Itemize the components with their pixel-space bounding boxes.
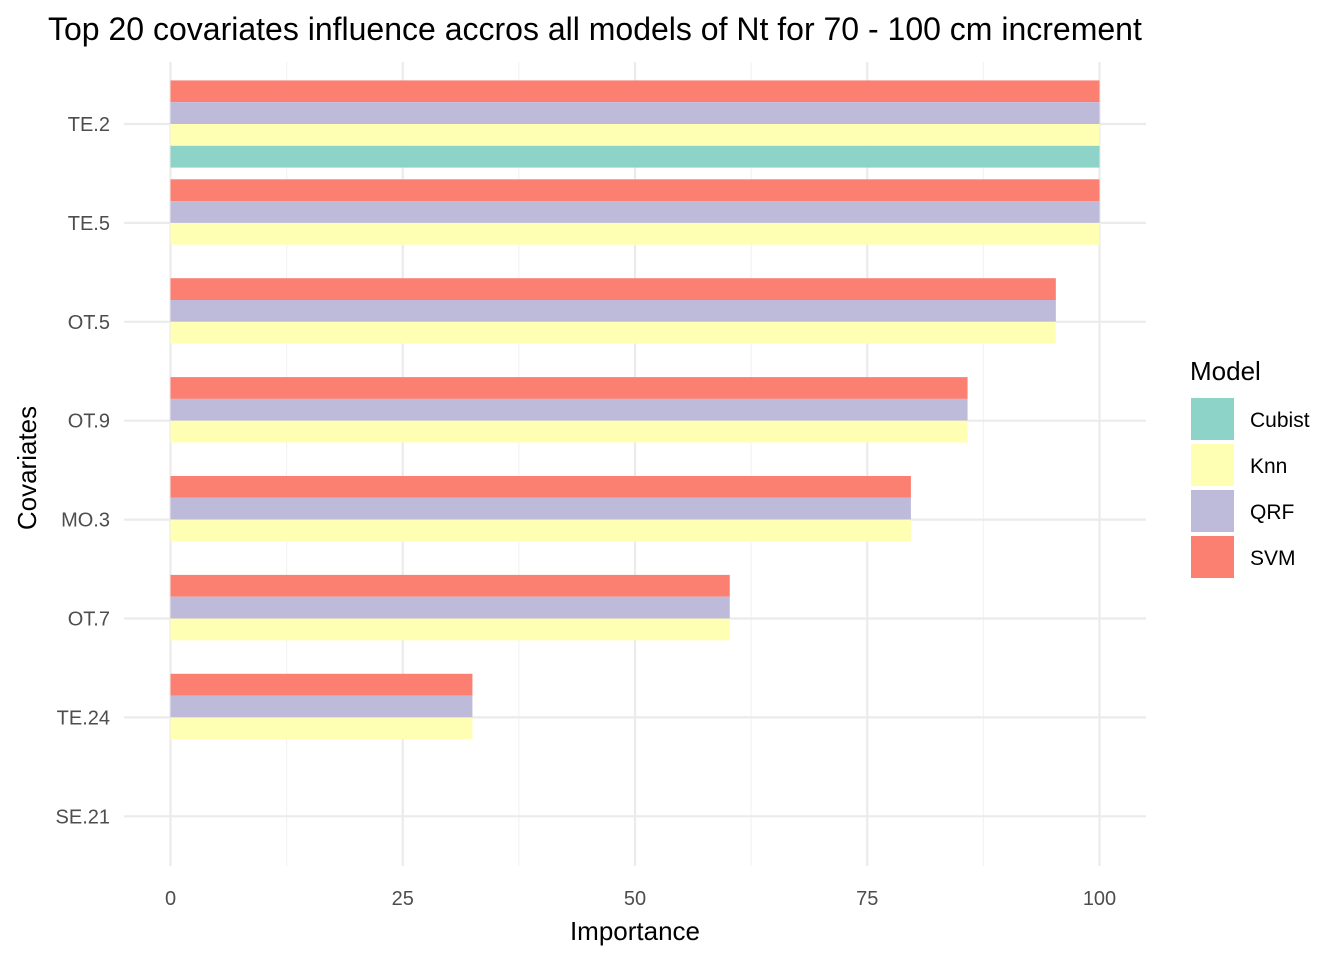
y-tick-label: OT.7 [68,609,110,631]
bar-qrf-ot-7 [170,596,730,619]
chart-title: Top 20 covariates influence accros all m… [48,11,1142,47]
bar-knn-mo-3 [170,519,911,542]
y-axis-title: Covariates [12,406,42,530]
plot-bars [170,80,1100,740]
y-tick-label: TE.24 [57,707,110,729]
bar-svm-te-5 [170,179,1100,202]
x-tick-label: 50 [624,888,646,910]
x-tick-label: 0 [165,888,176,910]
bar-svm-ot-9 [170,377,968,399]
legend-swatch-svm [1191,536,1234,578]
bar-qrf-te-24 [170,695,473,718]
y-tick-label: OT.5 [68,312,110,334]
bar-knn-te-2 [170,124,1100,146]
y-tick-label: MO.3 [61,510,110,532]
y-tick-label: SE.21 [56,806,110,828]
bar-cubist-te-2 [170,145,1100,168]
bar-qrf-ot-9 [170,398,968,421]
legend-swatch-cubist [1191,398,1234,440]
x-axis-title: Importance [570,916,700,946]
bar-qrf-te-2 [170,102,1100,124]
bar-svm-te-24 [170,673,473,696]
bar-svm-mo-3 [170,476,911,498]
y-tick-label: OT.9 [68,411,110,433]
legend-label-qrf: QRF [1250,501,1294,524]
y-tick-label: TE.5 [68,213,110,235]
x-tick-label: 100 [1083,888,1116,910]
legend-swatch-knn [1191,444,1234,486]
y-axis-tick-labels: TE.2 TE.5 OT.5 OT.9 MO.3 OT.7 TE.24 SE.21 [56,114,110,828]
bar-svm-ot-5 [170,278,1056,300]
bar-svm-ot-7 [170,574,730,597]
x-tick-label: 25 [392,888,414,910]
bar-knn-ot-9 [170,420,968,443]
legend-label-svm: SVM [1250,547,1296,570]
bar-knn-ot-5 [170,321,1056,344]
bar-qrf-mo-3 [170,497,911,520]
legend-label-knn: Knn [1250,455,1287,478]
bar-knn-ot-7 [170,618,730,641]
x-tick-label: 75 [856,888,878,910]
legend: Model Cubist Knn QRF SVM [1190,356,1310,578]
bar-knn-te-24 [170,717,473,740]
y-tick-label: TE.2 [68,114,110,136]
legend-title: Model [1190,356,1261,386]
legend-items: Cubist Knn QRF SVM [1191,398,1310,578]
bar-qrf-te-5 [170,201,1100,223]
x-axis-tick-labels: 0 25 50 75 100 [165,888,1116,910]
legend-label-cubist: Cubist [1250,409,1310,432]
legend-swatch-qrf [1191,490,1234,532]
bar-knn-te-5 [170,222,1100,245]
bar-qrf-ot-5 [170,300,1056,322]
bar-svm-te-2 [170,80,1100,103]
